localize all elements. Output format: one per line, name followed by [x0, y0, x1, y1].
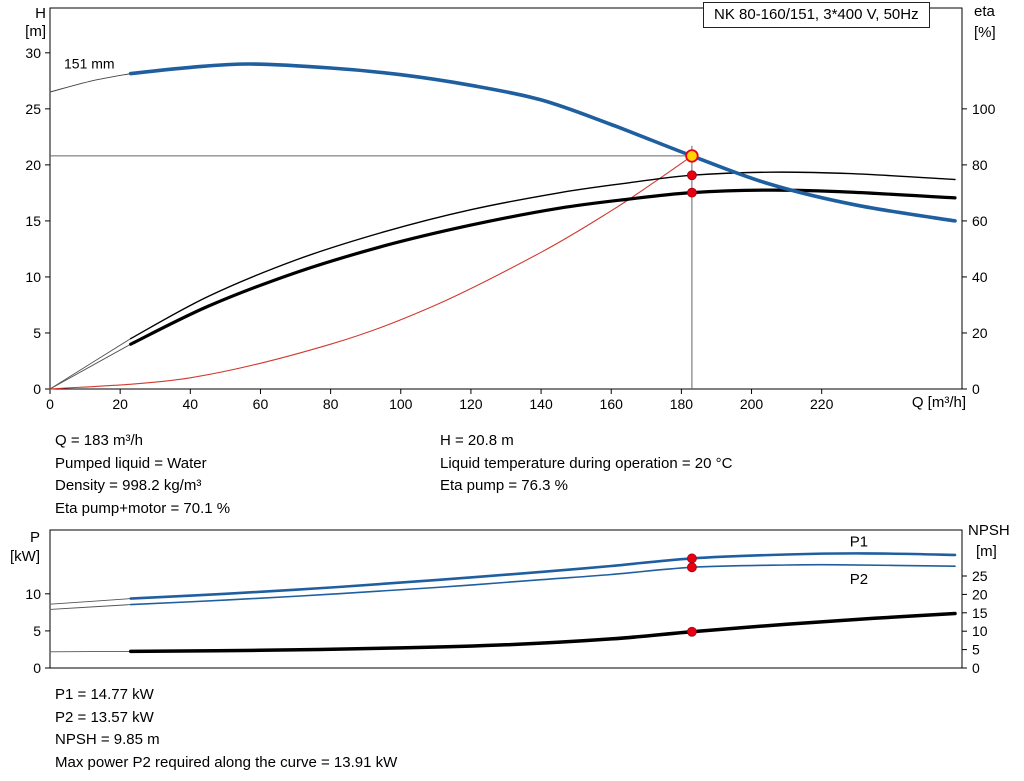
result-line-liquid: Pumped liquid = Water — [55, 454, 207, 472]
left-axis-tick-label: 15 — [25, 213, 41, 229]
result-line-temperature: Liquid temperature during operation = 20… — [440, 454, 733, 472]
x-axis-tick-label: 160 — [600, 396, 624, 412]
result-line-p2: P2 = 13.57 kW — [55, 708, 154, 726]
left-axis-tick-label: 0 — [33, 660, 41, 676]
eta-pump-motor-lead — [49, 343, 132, 390]
left-axis-tick-label: 30 — [25, 45, 41, 61]
x-axis-tick-label: 200 — [740, 396, 764, 412]
x-axis-tick-label: 220 — [810, 396, 834, 412]
x-axis-tick-label: 60 — [253, 396, 269, 412]
result-line-eta-pump: Eta pump = 76.3 % — [440, 477, 568, 495]
eta-pump-motor-point — [687, 187, 697, 198]
left-axis-tick-label: 10 — [25, 586, 41, 602]
x-axis-tick-label: 120 — [459, 396, 483, 412]
right-axis-tick-label: 100 — [972, 101, 996, 117]
right-axis-tick-label: 5 — [972, 642, 980, 658]
result-line-q: Q = 183 m³/h — [55, 432, 143, 449]
x-axis-tick-label: 0 — [46, 396, 54, 412]
p2-point — [687, 562, 697, 573]
duty-results-right: H = 20.8 m Liquid temperature during ope… — [440, 430, 732, 520]
left-axis-tick-label: 5 — [33, 325, 41, 341]
right-axis-tick-label: 15 — [972, 605, 988, 621]
left-axis-title: H — [35, 5, 46, 22]
npsh-point — [687, 626, 697, 637]
x-axis-tick-label: 180 — [670, 396, 694, 412]
right-axis-title: NPSH — [968, 522, 1010, 539]
left-axis-tick-label: 20 — [25, 157, 41, 173]
eta-pump-curve — [130, 171, 956, 340]
result-line-h: H = 20.8 m — [440, 432, 514, 449]
result-line-eta-pump-motor: Eta pump+motor = 70.1 % — [55, 499, 231, 517]
p1-point — [687, 553, 697, 564]
plot-frame — [49, 529, 963, 669]
right-axis-tick-label: 20 — [972, 586, 988, 602]
right-axis-tick-label: 0 — [972, 381, 980, 397]
head-curve-151mm — [128, 62, 957, 223]
duty-point[interactable] — [685, 149, 699, 163]
p2-curve-lead — [49, 604, 132, 610]
head-curve-lead — [49, 73, 132, 93]
plot-frame — [49, 7, 963, 390]
left-axis-title: P — [30, 529, 40, 546]
eta-pump-lead — [49, 338, 132, 390]
right-axis-tick-label: 0 — [972, 660, 980, 676]
x-axis-tick-label: 80 — [323, 396, 339, 412]
qh-eta-chart: 0 5 10 15 20 25 30 0 20 40 60 80 100 0 20 40 60 80 100 120 1… — [25, 3, 996, 412]
p1-curve-label: P1 — [850, 533, 868, 550]
eta-pump-point — [687, 170, 697, 181]
power-results: P1 = 14.77 kW P2 = 13.57 kW NPSH = 9.85 … — [55, 684, 397, 774]
result-line-npsh: NPSH = 9.85 m — [55, 731, 160, 749]
left-axis-tick-label: 10 — [25, 269, 41, 285]
p1-curve-lead — [49, 598, 132, 605]
right-axis-title: eta — [974, 3, 996, 20]
left-axis-tick-label: 0 — [33, 381, 41, 397]
p2-curve — [129, 563, 956, 606]
left-axis-tick-label: 25 — [25, 101, 41, 117]
npsh-curve — [128, 611, 957, 654]
result-line-density: Density = 998.2 kg/m³ — [55, 477, 202, 495]
system-curve — [49, 155, 693, 390]
right-axis-tick-label: 40 — [972, 269, 988, 285]
left-axis-tick-label: 5 — [33, 623, 41, 639]
duty-results-left: Q = 183 m³/h Pumped liquid = Water Densi… — [55, 430, 440, 520]
result-line-max-p2: Max power P2 required along the curve = … — [55, 753, 398, 771]
x-axis-tick-label: 40 — [183, 396, 199, 412]
x-axis-tick-label: 140 — [529, 396, 553, 412]
right-axis-title: [%] — [974, 24, 996, 41]
result-line-p1: P1 = 14.77 kW — [55, 686, 154, 703]
right-axis-tick-label: 60 — [972, 213, 988, 229]
x-axis-title: Q [m³/h] — [912, 394, 966, 411]
pump-title-box: NK 80-160/151, 3*400 V, 50Hz — [703, 2, 930, 28]
right-axis-tick-label: 25 — [972, 568, 988, 584]
power-npsh-chart: 0 5 10 0 5 10 15 20 25 P [kW] NPSH [m] P1 P2 — [10, 522, 1010, 676]
impeller-size-label: 151 mm — [64, 56, 115, 72]
duty-results: Q = 183 m³/h Pumped liquid = Water Densi… — [55, 430, 732, 520]
right-axis-title: [m] — [976, 543, 997, 560]
eta-pump-motor-curve — [129, 188, 957, 346]
right-axis-tick-label: 10 — [972, 623, 988, 639]
left-axis-title: [m] — [25, 23, 46, 40]
p2-curve-label: P2 — [850, 571, 868, 588]
left-axis-title: [kW] — [10, 548, 40, 565]
pump-title: NK 80-160/151, 3*400 V, 50Hz — [714, 6, 919, 23]
x-axis-tick-label: 20 — [112, 396, 128, 412]
right-axis-tick-label: 20 — [972, 325, 988, 341]
p1-curve — [129, 552, 957, 600]
right-axis-tick-label: 80 — [972, 157, 988, 173]
x-axis-tick-label: 100 — [389, 396, 413, 412]
